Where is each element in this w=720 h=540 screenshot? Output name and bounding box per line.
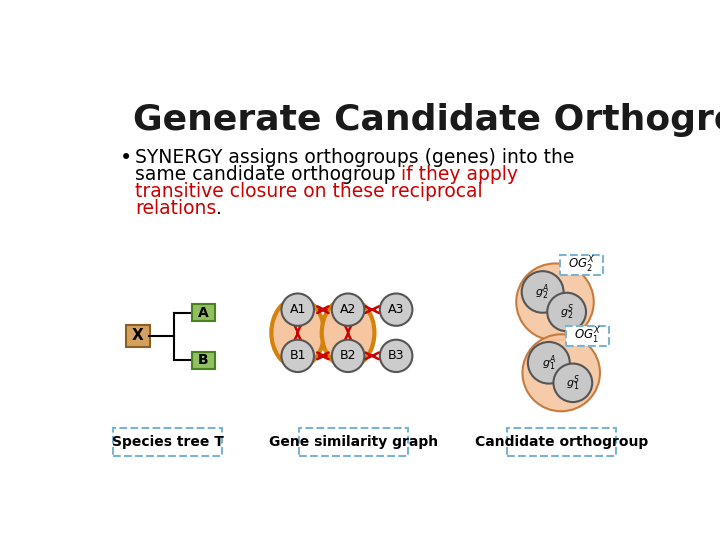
FancyBboxPatch shape — [299, 428, 408, 456]
Text: SYNERGY assigns orthogroups (genes) into the: SYNERGY assigns orthogroups (genes) into… — [135, 148, 575, 167]
Text: B3: B3 — [388, 349, 405, 362]
Circle shape — [282, 294, 314, 326]
FancyBboxPatch shape — [559, 255, 603, 275]
FancyBboxPatch shape — [192, 352, 215, 369]
Ellipse shape — [271, 298, 324, 367]
Text: relations: relations — [135, 199, 216, 218]
Text: B: B — [198, 354, 209, 368]
Circle shape — [332, 294, 364, 326]
Circle shape — [523, 334, 600, 411]
Text: $OG_1^X$: $OG_1^X$ — [574, 326, 601, 346]
Circle shape — [380, 340, 413, 372]
Text: X: X — [132, 328, 144, 343]
Text: Gene similarity graph: Gene similarity graph — [269, 435, 438, 449]
Ellipse shape — [322, 298, 374, 367]
Circle shape — [547, 293, 586, 331]
Circle shape — [282, 340, 314, 372]
Text: $g_1^S$: $g_1^S$ — [566, 373, 580, 393]
FancyBboxPatch shape — [507, 428, 616, 456]
FancyBboxPatch shape — [192, 304, 215, 321]
Text: B1: B1 — [289, 349, 306, 362]
Text: Generate Candidate Orthogroup: Generate Candidate Orthogroup — [132, 103, 720, 137]
Text: B2: B2 — [340, 349, 356, 362]
Circle shape — [528, 342, 570, 383]
Text: .: . — [216, 199, 222, 218]
Text: transitive closure on these reciprocal: transitive closure on these reciprocal — [135, 182, 482, 201]
Text: Candidate orthogroup: Candidate orthogroup — [474, 435, 648, 449]
Text: $OG_2^X$: $OG_2^X$ — [568, 255, 595, 275]
Text: $g_2^S$: $g_2^S$ — [559, 302, 574, 322]
Text: if they apply: if they apply — [402, 165, 518, 184]
Circle shape — [516, 264, 594, 340]
Text: $g_2^A$: $g_2^A$ — [536, 282, 550, 302]
Circle shape — [554, 363, 593, 402]
Text: A3: A3 — [388, 303, 405, 316]
Text: Species tree T: Species tree T — [112, 435, 223, 449]
Text: same candidate orthogroup: same candidate orthogroup — [135, 165, 402, 184]
Text: A2: A2 — [340, 303, 356, 316]
Circle shape — [522, 271, 564, 313]
FancyBboxPatch shape — [113, 428, 222, 456]
Circle shape — [380, 294, 413, 326]
FancyBboxPatch shape — [126, 325, 150, 347]
Text: $g_1^A$: $g_1^A$ — [541, 353, 556, 373]
Text: •: • — [120, 148, 132, 168]
FancyBboxPatch shape — [566, 326, 609, 346]
Text: A1: A1 — [289, 303, 306, 316]
Text: A: A — [198, 306, 209, 320]
Circle shape — [332, 340, 364, 372]
